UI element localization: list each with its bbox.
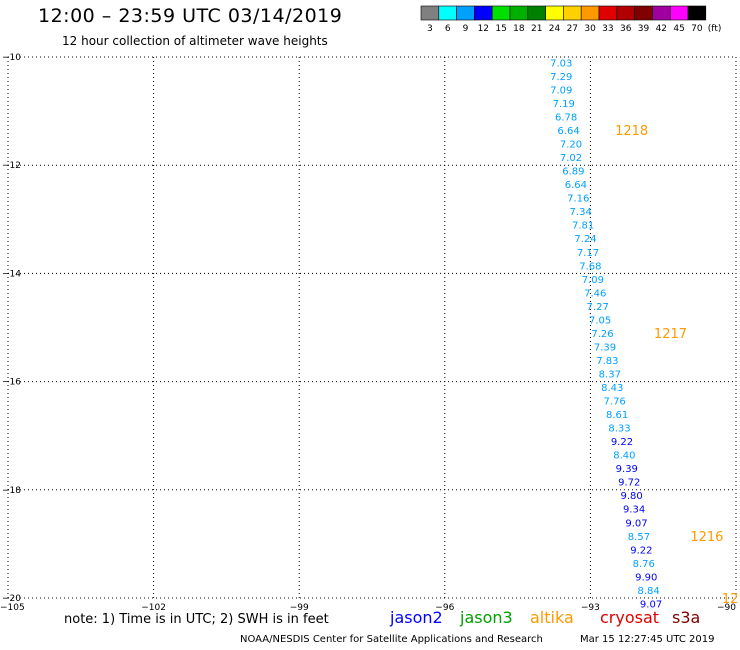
wave-height-value: 7.27 xyxy=(587,302,609,313)
credit-text: NOAA/NESDIS Center for Satellite Applica… xyxy=(240,634,543,645)
x-tick-label: −90 xyxy=(717,603,736,613)
legend-label: 24 xyxy=(549,24,561,34)
legend-label: 6 xyxy=(445,24,451,34)
legend-label: 33 xyxy=(602,24,613,34)
legend-label: 30 xyxy=(584,24,596,34)
x-tick-label: −96 xyxy=(435,603,454,613)
wave-height-value: 6.64 xyxy=(557,126,579,137)
pass-time-label: 1217 xyxy=(654,327,687,342)
satellite-label-altika: altika xyxy=(530,608,574,627)
wave-height-value: 8.37 xyxy=(599,369,621,380)
legend-swatch xyxy=(687,5,707,21)
wave-height-value: 8.33 xyxy=(608,424,630,435)
wave-height-value: 9.39 xyxy=(616,464,638,475)
legend-label: 18 xyxy=(513,24,525,34)
wave-height-value: 9.07 xyxy=(625,518,647,529)
wave-height-value: 8.57 xyxy=(628,532,650,543)
satellite-label-cryosat: cryosat xyxy=(600,608,660,627)
wave-height-value: 7.81 xyxy=(572,221,594,232)
wave-height-value: 7.34 xyxy=(570,207,592,218)
legend-label: 3 xyxy=(427,24,433,34)
wave-height-value: 6.89 xyxy=(562,167,584,178)
legend-label: 45 xyxy=(673,24,684,34)
wave-height-value: 7.46 xyxy=(584,288,606,299)
legend-label: 70 xyxy=(691,24,703,34)
wave-height-value: 7.02 xyxy=(560,153,582,164)
wave-height-value: 9.07 xyxy=(640,599,662,610)
legend-label: 12 xyxy=(478,24,489,34)
wave-height-value: 7.09 xyxy=(582,275,604,286)
y-tick-label: −14 xyxy=(2,269,21,279)
legend-label: 36 xyxy=(620,24,632,34)
legend-label: 39 xyxy=(638,24,650,34)
y-tick-label: −18 xyxy=(2,486,21,496)
wave-height-value: 9.22 xyxy=(611,437,633,448)
wave-height-value: 8.43 xyxy=(601,383,623,394)
footer-note: note: 1) Time is in UTC; 2) SWH is in fe… xyxy=(64,612,329,627)
y-tick-label: −20 xyxy=(2,594,21,604)
wave-height-value: 9.80 xyxy=(621,491,643,502)
wave-height-value: 7.26 xyxy=(591,329,613,340)
wave-height-value: 6.78 xyxy=(555,113,577,124)
wave-height-value: 7.76 xyxy=(604,397,626,408)
wave-height-value: 9.90 xyxy=(635,572,657,583)
satellite-label-jason3: jason3 xyxy=(460,608,513,627)
wave-height-value: 8.40 xyxy=(613,451,635,462)
y-tick-label: −16 xyxy=(2,378,21,388)
legend-label: 27 xyxy=(567,24,578,34)
wave-height-value: 7.03 xyxy=(550,58,572,69)
legend-label: 9 xyxy=(463,24,469,34)
wave-height-value: 8.84 xyxy=(638,586,660,597)
y-tick-label: −10 xyxy=(2,53,21,63)
timestamp-text: Mar 15 12:27:45 UTC 2019 xyxy=(580,634,715,645)
wave-height-value: 7.17 xyxy=(577,248,599,259)
wave-height-value: 7.05 xyxy=(589,315,611,326)
legend-label: 42 xyxy=(656,24,667,34)
wave-height-value: 8.61 xyxy=(606,410,628,421)
wave-height-value: 7.19 xyxy=(553,99,575,110)
wave-height-value: 6.64 xyxy=(565,180,587,191)
satellite-label-s3a: s3a xyxy=(672,608,701,627)
color-scale-legend: 3 6 9 12 15 18 21 24 27 30 33 36 39 42 45 70 (ft) xyxy=(420,5,722,34)
chart-subtitle: 12 hour collection of altimeter wave hei… xyxy=(62,34,328,48)
wave-height-value: 7.20 xyxy=(560,140,582,151)
y-tick-label: −12 xyxy=(2,161,21,171)
x-tick-label: −93 xyxy=(581,603,600,613)
x-tick-label: −105 xyxy=(0,603,25,613)
chart-title: 12:00 – 23:59 UTC 03/14/2019 xyxy=(38,5,343,27)
wave-height-value: 7.83 xyxy=(596,356,618,367)
legend-label: 21 xyxy=(531,24,542,34)
wave-height-value: 7.16 xyxy=(567,194,589,205)
satellite-label-jason2: jason2 xyxy=(390,608,443,627)
wave-height-value: 7.24 xyxy=(574,234,596,245)
wave-height-value: 8.76 xyxy=(633,559,655,570)
wave-height-value: 7.68 xyxy=(579,261,601,272)
pass-time-label: 1216 xyxy=(690,530,723,545)
x-tick-label: −99 xyxy=(290,603,309,613)
x-tick-label: −102 xyxy=(141,603,166,613)
legend-unit: (ft) xyxy=(708,24,722,34)
legend-label: 15 xyxy=(495,24,506,34)
wave-height-value: 9.22 xyxy=(630,545,652,556)
wave-height-value: 7.29 xyxy=(550,72,572,83)
wave-height-value: 9.72 xyxy=(618,478,640,489)
wave-height-value: 7.09 xyxy=(550,85,572,96)
pass-time-label: 1218 xyxy=(615,124,648,139)
wave-height-value: 9.34 xyxy=(623,505,645,516)
wave-height-value: 7.39 xyxy=(594,342,616,353)
